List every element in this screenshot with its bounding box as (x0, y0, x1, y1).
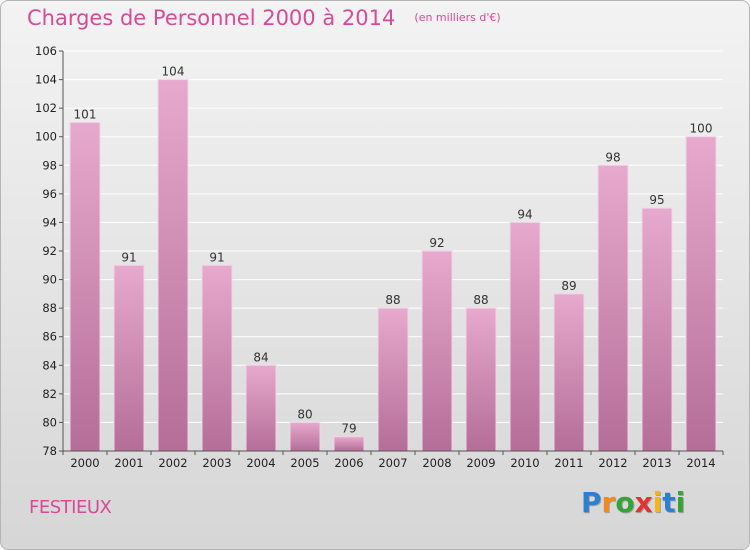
bar (157, 79, 189, 452)
y-tick-label: 100 (35, 130, 57, 144)
logo-letter: r (601, 486, 616, 519)
x-tick-label: 2001 (114, 456, 143, 470)
bar (641, 207, 673, 452)
x-tick-label: 2013 (642, 456, 671, 470)
x-tick-label: 2012 (598, 456, 627, 470)
y-tick-label: 98 (42, 158, 57, 172)
bar (69, 121, 101, 452)
data-label: 88 (473, 293, 488, 307)
data-label: 92 (429, 236, 444, 250)
y-tick-label: 84 (42, 358, 57, 372)
data-label: 79 (341, 422, 356, 436)
x-tick-label: 2010 (510, 456, 539, 470)
chart-subtitle: (en milliers d'€) (414, 11, 501, 24)
y-tick-label: 88 (42, 301, 57, 315)
commune-name: FESTIEUX (29, 497, 112, 518)
y-tick-label: 82 (42, 387, 57, 401)
y-tick-label: 96 (42, 187, 57, 201)
bar (289, 421, 321, 452)
y-tick-label: 94 (42, 215, 57, 229)
x-tick-label: 2003 (202, 456, 231, 470)
data-label: 98 (605, 150, 620, 164)
data-label: 89 (561, 279, 576, 293)
y-tick-label: 104 (35, 73, 57, 87)
y-tick-label: 90 (42, 273, 57, 287)
y-tick-label: 80 (42, 415, 57, 429)
x-tick-label: 2014 (686, 456, 715, 470)
bar (465, 307, 497, 452)
data-label: 100 (690, 122, 713, 136)
logo-letter: P (581, 486, 602, 519)
y-tick-label: 92 (42, 244, 57, 258)
data-label: 88 (385, 293, 400, 307)
bar (113, 264, 145, 452)
x-tick-label: 2005 (290, 456, 319, 470)
x-tick-label: 2008 (422, 456, 451, 470)
logo-letter: t (662, 486, 676, 519)
bar (333, 436, 365, 452)
x-tick-label: 2002 (158, 456, 187, 470)
y-tick-label: 102 (35, 101, 57, 115)
data-label: 91 (209, 250, 224, 264)
y-tick-label: 86 (42, 330, 57, 344)
data-label: 101 (74, 107, 97, 121)
data-label: 80 (297, 407, 312, 421)
data-label: 95 (649, 193, 664, 207)
y-tick-label: 78 (42, 444, 57, 458)
logo-letter: o (615, 486, 635, 519)
data-label: 94 (517, 207, 532, 221)
proxiti-logo[interactable]: Proxiti (581, 486, 685, 519)
bar (377, 307, 409, 452)
data-label: 84 (253, 350, 268, 364)
x-tick-label: 2000 (70, 456, 99, 470)
x-tick-label: 2006 (334, 456, 363, 470)
data-label: 91 (121, 250, 136, 264)
bar (553, 293, 585, 452)
logo-letter: i (675, 486, 686, 519)
x-tick-label: 2007 (378, 456, 407, 470)
data-label: 104 (162, 65, 185, 79)
x-tick-label: 2004 (246, 456, 275, 470)
x-tick-label: 2011 (554, 456, 583, 470)
logo-letter: x (634, 486, 653, 519)
logo-letter: i (652, 486, 663, 519)
bar (597, 164, 629, 452)
bar (509, 221, 541, 452)
bar (245, 364, 277, 452)
bar (685, 136, 717, 452)
bar (421, 250, 453, 452)
y-tick-label: 106 (35, 44, 57, 58)
chart-header: Charges de Personnel 2000 à 2014 (en mil… (27, 6, 501, 30)
x-tick-label: 2009 (466, 456, 495, 470)
chart-title: Charges de Personnel 2000 à 2014 (27, 6, 396, 30)
bar (201, 264, 233, 452)
